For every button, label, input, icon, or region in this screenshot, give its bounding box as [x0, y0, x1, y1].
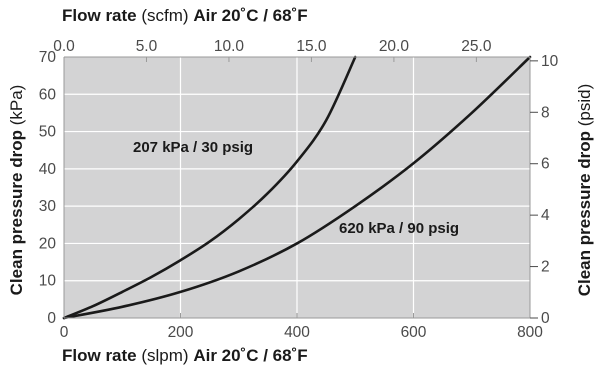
x-top-tick-label-25.0: 25.0: [461, 38, 492, 55]
x-top-tick-label-10.0: 10.0: [214, 38, 245, 55]
series-label-207kpa: 207 kPa / 30 psig: [133, 139, 253, 156]
x-top-tick-label-20.0: 20.0: [379, 38, 410, 55]
series-line-620kpa: [62, 55, 532, 320]
x-top-title-unit: (scfm): [141, 6, 188, 25]
x-bottom-tick-label-200: 200: [168, 324, 194, 341]
series-lines: [62, 55, 532, 320]
x-bottom-tick-label-800: 800: [517, 324, 543, 341]
series-line-207kpa: [62, 55, 357, 320]
axes: [63, 56, 538, 319]
x-top-title-suffix: Air 20˚C / 68˚F: [193, 6, 307, 25]
x-bottom-tick-label-0: 0: [60, 324, 69, 341]
y-right-tick-label-8: 8: [541, 104, 550, 121]
y-right-tick-label-0: 0: [541, 310, 550, 327]
y-right-title-bold: Clean pressure drop: [575, 131, 594, 296]
x-bottom-title-unit: (slpm): [141, 346, 188, 365]
y-right-tick-label-2: 2: [541, 259, 550, 276]
y-left-tick-label-60: 60: [39, 86, 57, 103]
y-left-title-bold: Clean pressure drop: [7, 130, 26, 295]
y-left-tick-label-50: 50: [39, 124, 57, 141]
x-bottom-tick-label-600: 600: [401, 324, 427, 341]
y-left-tick-label-70: 70: [39, 49, 57, 66]
y-left-tick-label-0: 0: [47, 310, 56, 327]
x-bottom-title-bold: Flow rate: [62, 346, 137, 365]
y-left-tick-label-30: 30: [39, 198, 57, 215]
x-top-axis-title: Flow rate (scfm) Air 20˚C / 68˚F: [62, 6, 308, 25]
y-right-title-unit: (psid): [575, 84, 594, 127]
x-top-tick-label-5.0: 5.0: [136, 38, 158, 55]
y-left-tick-label-40: 40: [39, 161, 57, 178]
x-bottom-axis-title: Flow rate (slpm) Air 20˚C / 68˚F: [62, 346, 308, 365]
y-right-axis-title: Clean pressure drop (psid): [575, 84, 594, 297]
y-right-tick-label-6: 6: [541, 156, 550, 173]
y-left-title-unit: (kPa): [7, 85, 26, 126]
y-right-tick-label-4: 4: [541, 207, 550, 224]
y-right-tick-label-10: 10: [541, 53, 559, 70]
y-left-tick-label-10: 10: [39, 273, 57, 290]
y-left-axis-title: Clean pressure drop (kPa): [7, 85, 26, 296]
x-top-tick-label-0.0: 0.0: [53, 38, 75, 55]
x-bottom-title-suffix: Air 20˚C / 68˚F: [193, 346, 307, 365]
series-label-620kpa: 620 kPa / 90 psig: [339, 220, 459, 237]
y-left-tick-label-20: 20: [39, 235, 57, 252]
x-top-tick-label-15.0: 15.0: [296, 38, 327, 55]
x-top-title-bold: Flow rate: [62, 6, 137, 25]
x-bottom-tick-label-400: 400: [284, 324, 310, 341]
